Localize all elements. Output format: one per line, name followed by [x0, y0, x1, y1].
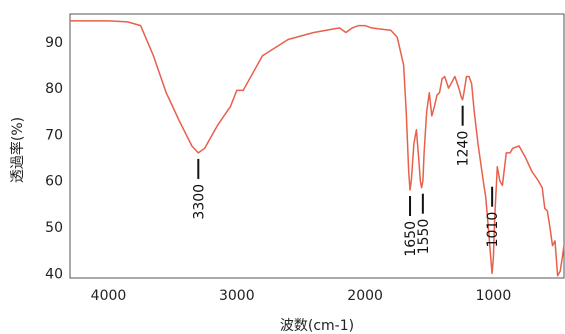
y-tick-label: 60 — [45, 174, 63, 190]
y-tick-label: 50 — [45, 220, 63, 236]
y-axis-title: 透過率(%) — [9, 117, 26, 183]
peak-label: 1650 — [403, 221, 419, 257]
peak-annotation: 3300 — [191, 158, 207, 220]
y-tick-label: 90 — [45, 35, 63, 51]
peak-annotation: 1650 — [403, 196, 419, 257]
peak-annotation: 1550 — [416, 193, 432, 255]
peak-annotation: 1010 — [485, 186, 501, 248]
x-tick-label: 1000 — [476, 288, 512, 304]
peak-label: 3300 — [191, 184, 207, 220]
x-tick-label: 4000 — [91, 288, 127, 304]
y-tick-label: 80 — [45, 81, 63, 97]
x-axis-ticks: 4000 3000 2000 1000 — [91, 288, 512, 304]
plot-frame — [69, 13, 565, 279]
spectrum-line — [70, 20, 565, 277]
peak-annotation: 1240 — [456, 105, 472, 167]
y-tick-label: 40 — [45, 266, 63, 282]
x-tick-label: 3000 — [219, 288, 255, 304]
x-tick-label: 2000 — [347, 288, 383, 304]
peak-label: 1550 — [416, 219, 432, 255]
x-axis-title: 波数(cm-1) — [280, 318, 354, 334]
peak-label: 1240 — [456, 131, 472, 167]
peak-label: 1010 — [485, 212, 501, 248]
y-axis-ticks: 40 50 60 70 80 90 — [45, 35, 63, 283]
y-tick-label: 70 — [45, 127, 63, 143]
